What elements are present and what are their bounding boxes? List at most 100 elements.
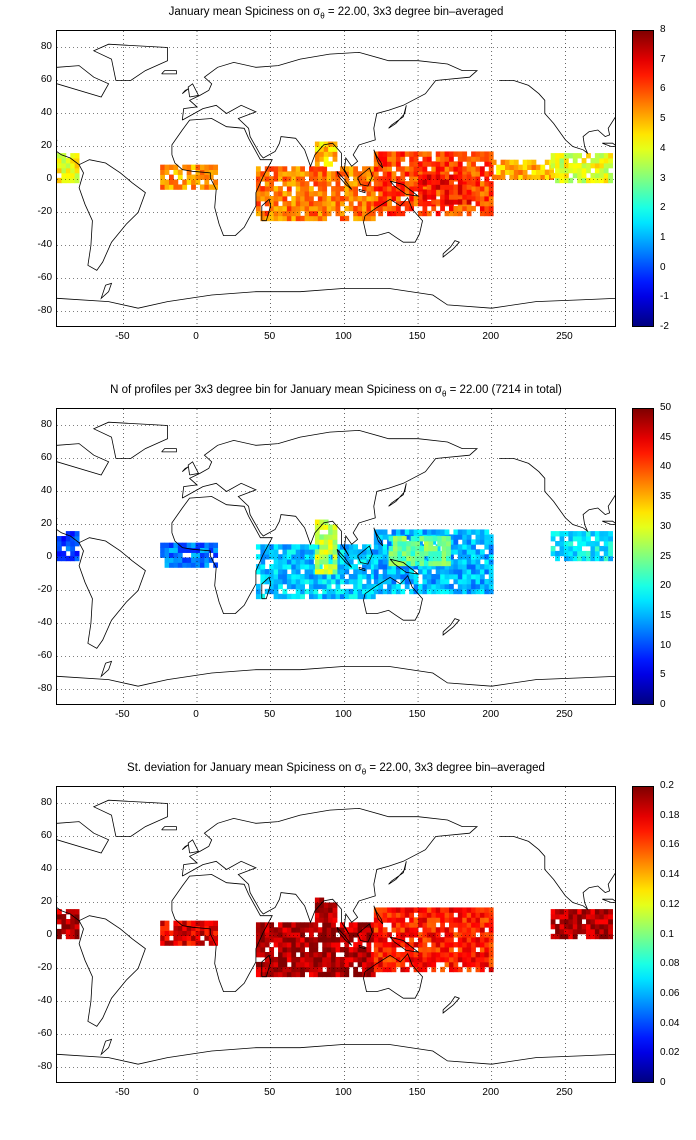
data-cell [426,952,432,958]
data-cell [444,588,450,595]
data-cell [453,151,459,157]
data-cell [400,907,406,913]
data-cell [608,177,613,184]
data-cell [563,550,569,557]
data-cell [471,205,476,212]
data-cell [278,171,283,177]
data-cell [309,966,314,973]
data-cell [353,181,359,187]
data-cell [418,942,423,948]
data-cell [160,552,165,558]
data-cell [313,971,319,978]
data-cell [344,191,350,197]
data-cell [74,541,80,547]
data-cell [370,932,376,938]
data-cell [328,534,333,540]
data-cell [484,200,490,207]
data-cell [322,171,328,177]
data-cell [391,966,397,973]
data-cell [322,593,328,600]
data-cell [484,922,490,928]
data-cell [440,199,445,205]
data-cell [397,541,403,547]
data-cell [422,966,428,973]
data-cell [353,956,359,963]
data-cell [335,966,341,973]
data-cell [314,907,320,913]
data-cell [406,545,412,552]
data-cell [475,569,481,575]
data-cell [603,550,609,557]
data-cell [373,588,379,595]
data-cell [432,550,438,557]
data-cell [466,549,472,555]
data-cell [378,578,384,585]
data-cell [387,161,392,167]
data-cell [568,919,574,925]
data-cell [309,574,314,580]
data-cell [323,559,329,565]
map-panel: January mean Spiciness on σθ = 22.00, 3x… [0,0,696,380]
data-cell [488,181,494,187]
data-cell [462,166,468,172]
data-cell [378,181,384,187]
data-cell [273,205,279,212]
data-cell [466,171,472,177]
data-cell [373,947,379,953]
data-cell [457,947,463,953]
data-cell [260,937,266,943]
data-cell [326,932,332,938]
data-cell [449,942,454,948]
data-cell [568,928,574,935]
data-cell [61,555,67,562]
data-cell [278,215,283,222]
data-cell [426,578,432,585]
data-cell [291,196,297,202]
data-cell [577,177,583,184]
data-cell [488,534,494,540]
data-cell [348,927,354,933]
data-cell [255,554,261,560]
data-cell [269,544,275,550]
data-cell [57,933,62,940]
data-cell [581,909,587,915]
data-cell [440,927,445,933]
data-cell [164,552,170,558]
data-cell [391,961,397,968]
data-cell [314,146,320,152]
data-cell [457,210,463,217]
data-cell [378,559,384,565]
data-cell [388,545,394,552]
data-cell [432,560,438,567]
data-cell [317,215,323,222]
data-cell [426,932,432,938]
data-cell [391,952,397,958]
data-cell [328,529,333,535]
data-cell [391,191,397,197]
x-tick-label: 100 [335,331,352,342]
data-cell [428,536,434,542]
data-cell [273,588,279,595]
data-cell [479,952,485,958]
data-cell [300,932,305,938]
data-cell [440,189,445,195]
data-cell [313,583,319,590]
data-cell [370,215,376,222]
data-cell [326,171,332,177]
coastline [171,118,273,236]
data-cell [440,564,445,570]
data-cell [404,956,410,963]
data-cell [378,947,384,953]
data-cell [462,564,468,570]
y-tick-label: 20 [40,517,52,529]
data-cell [382,578,388,585]
data-cell [382,205,388,212]
data-cell [391,171,397,177]
data-cell [462,569,468,575]
data-cell [370,971,376,978]
data-cell [462,952,468,958]
data-cell [378,922,384,928]
data-cell [418,912,423,918]
data-cell [426,200,432,207]
data-cell [590,177,596,184]
